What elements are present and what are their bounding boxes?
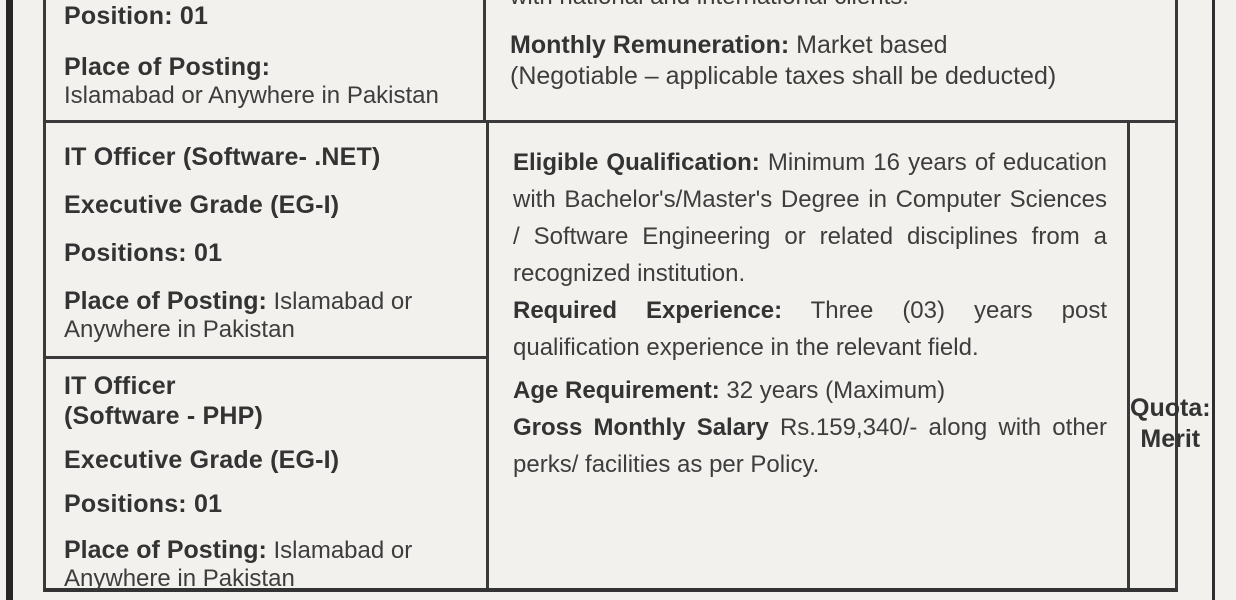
place-of-posting-value: Islamabad or Anywhere in Pakistan [64,537,413,592]
place-of-posting-value: Islamabad or Anywhere in Pakistan [64,288,413,343]
job-title-line1: IT Officer [64,372,176,400]
job-grade: Executive Grade (EG-I) [64,446,340,474]
job-grade: Executive Grade (EG-I) [64,191,340,219]
job-place: Place of Posting: Islamabad or Anywhere … [64,287,472,344]
remuneration-value: Market based [796,31,948,59]
quota-label: Quota: [1130,394,1211,422]
job-positions: Positions: 01 [64,490,223,518]
place-of-posting-label: Place of Posting: [64,287,267,315]
salary-label: Gross Monthly Salary [513,414,769,441]
column-requirements: Eligible Qualification: Minimum 16 years… [489,123,1130,588]
salary-paragraph: Gross Monthly Salary Rs.159,340/- along … [513,409,1107,483]
cell-top-job-info: Position: 01 Place of Posting: Islamabad… [46,0,486,120]
age-paragraph: Age Requirement: 32 years (Maximum) [513,372,1107,409]
remuneration-note: (Negotiable – applicable taxes shall be … [510,62,1057,90]
age-label: Age Requirement: [513,377,720,404]
experience-text: Three (03) years post qualification expe… [513,297,1108,361]
cell-top-details: with national and international clients.… [486,0,1175,120]
clipped-text-line: with national and international clients. [510,0,1155,11]
age-text: 32 years (Maximum) [726,377,946,404]
job-title: IT Officer (Software- .NET) [64,143,381,171]
quota-value: Merit [1140,425,1201,453]
experience-label: Required Experience: [513,297,783,324]
place-of-posting-label: Place of Posting: [64,53,271,81]
cell-job-dotnet: IT Officer (Software- .NET) Executive Gr… [46,123,486,359]
job-ad-table: Position: 01 Place of Posting: Islamabad… [43,0,1211,592]
column-job-titles: IT Officer (Software- .NET) Executive Gr… [46,123,489,592]
job-place: Place of Posting: Islamabad or Anywhere … [64,536,472,593]
qualification-paragraph: Eligible Qualification: Minimum 16 years… [513,144,1107,292]
position-count: Position: 01 [64,2,209,30]
place-of-posting-label: Place of Posting: [64,536,267,564]
cell-job-php: IT Officer (Software - PHP) Executive Gr… [46,359,486,593]
remuneration-label: Monthly Remuneration: [510,31,790,59]
salary-text: Rs.159,340/- along with other perks/ fac… [513,414,1107,478]
job-positions: Positions: 01 [64,239,223,267]
experience-paragraph: Required Experience: Three (03) years po… [513,292,1107,366]
job-title-line2: (Software - PHP) [64,402,264,430]
column-quota: Quota: Merit [1130,123,1211,588]
page-right-border [1212,0,1215,600]
page-left-border [6,0,13,600]
place-of-posting-value: Islamabad or Anywhere in Pakistan [64,82,439,109]
remuneration-line: Monthly Remuneration: Market based [510,30,1155,61]
qualification-text: Minimum 16 years of education with Bache… [513,149,1108,287]
table-row-main: IT Officer (Software- .NET) Executive Gr… [46,123,1211,592]
qualification-label: Eligible Qualification: [513,149,760,176]
table-row-top: Position: 01 Place of Posting: Islamabad… [46,0,1175,123]
